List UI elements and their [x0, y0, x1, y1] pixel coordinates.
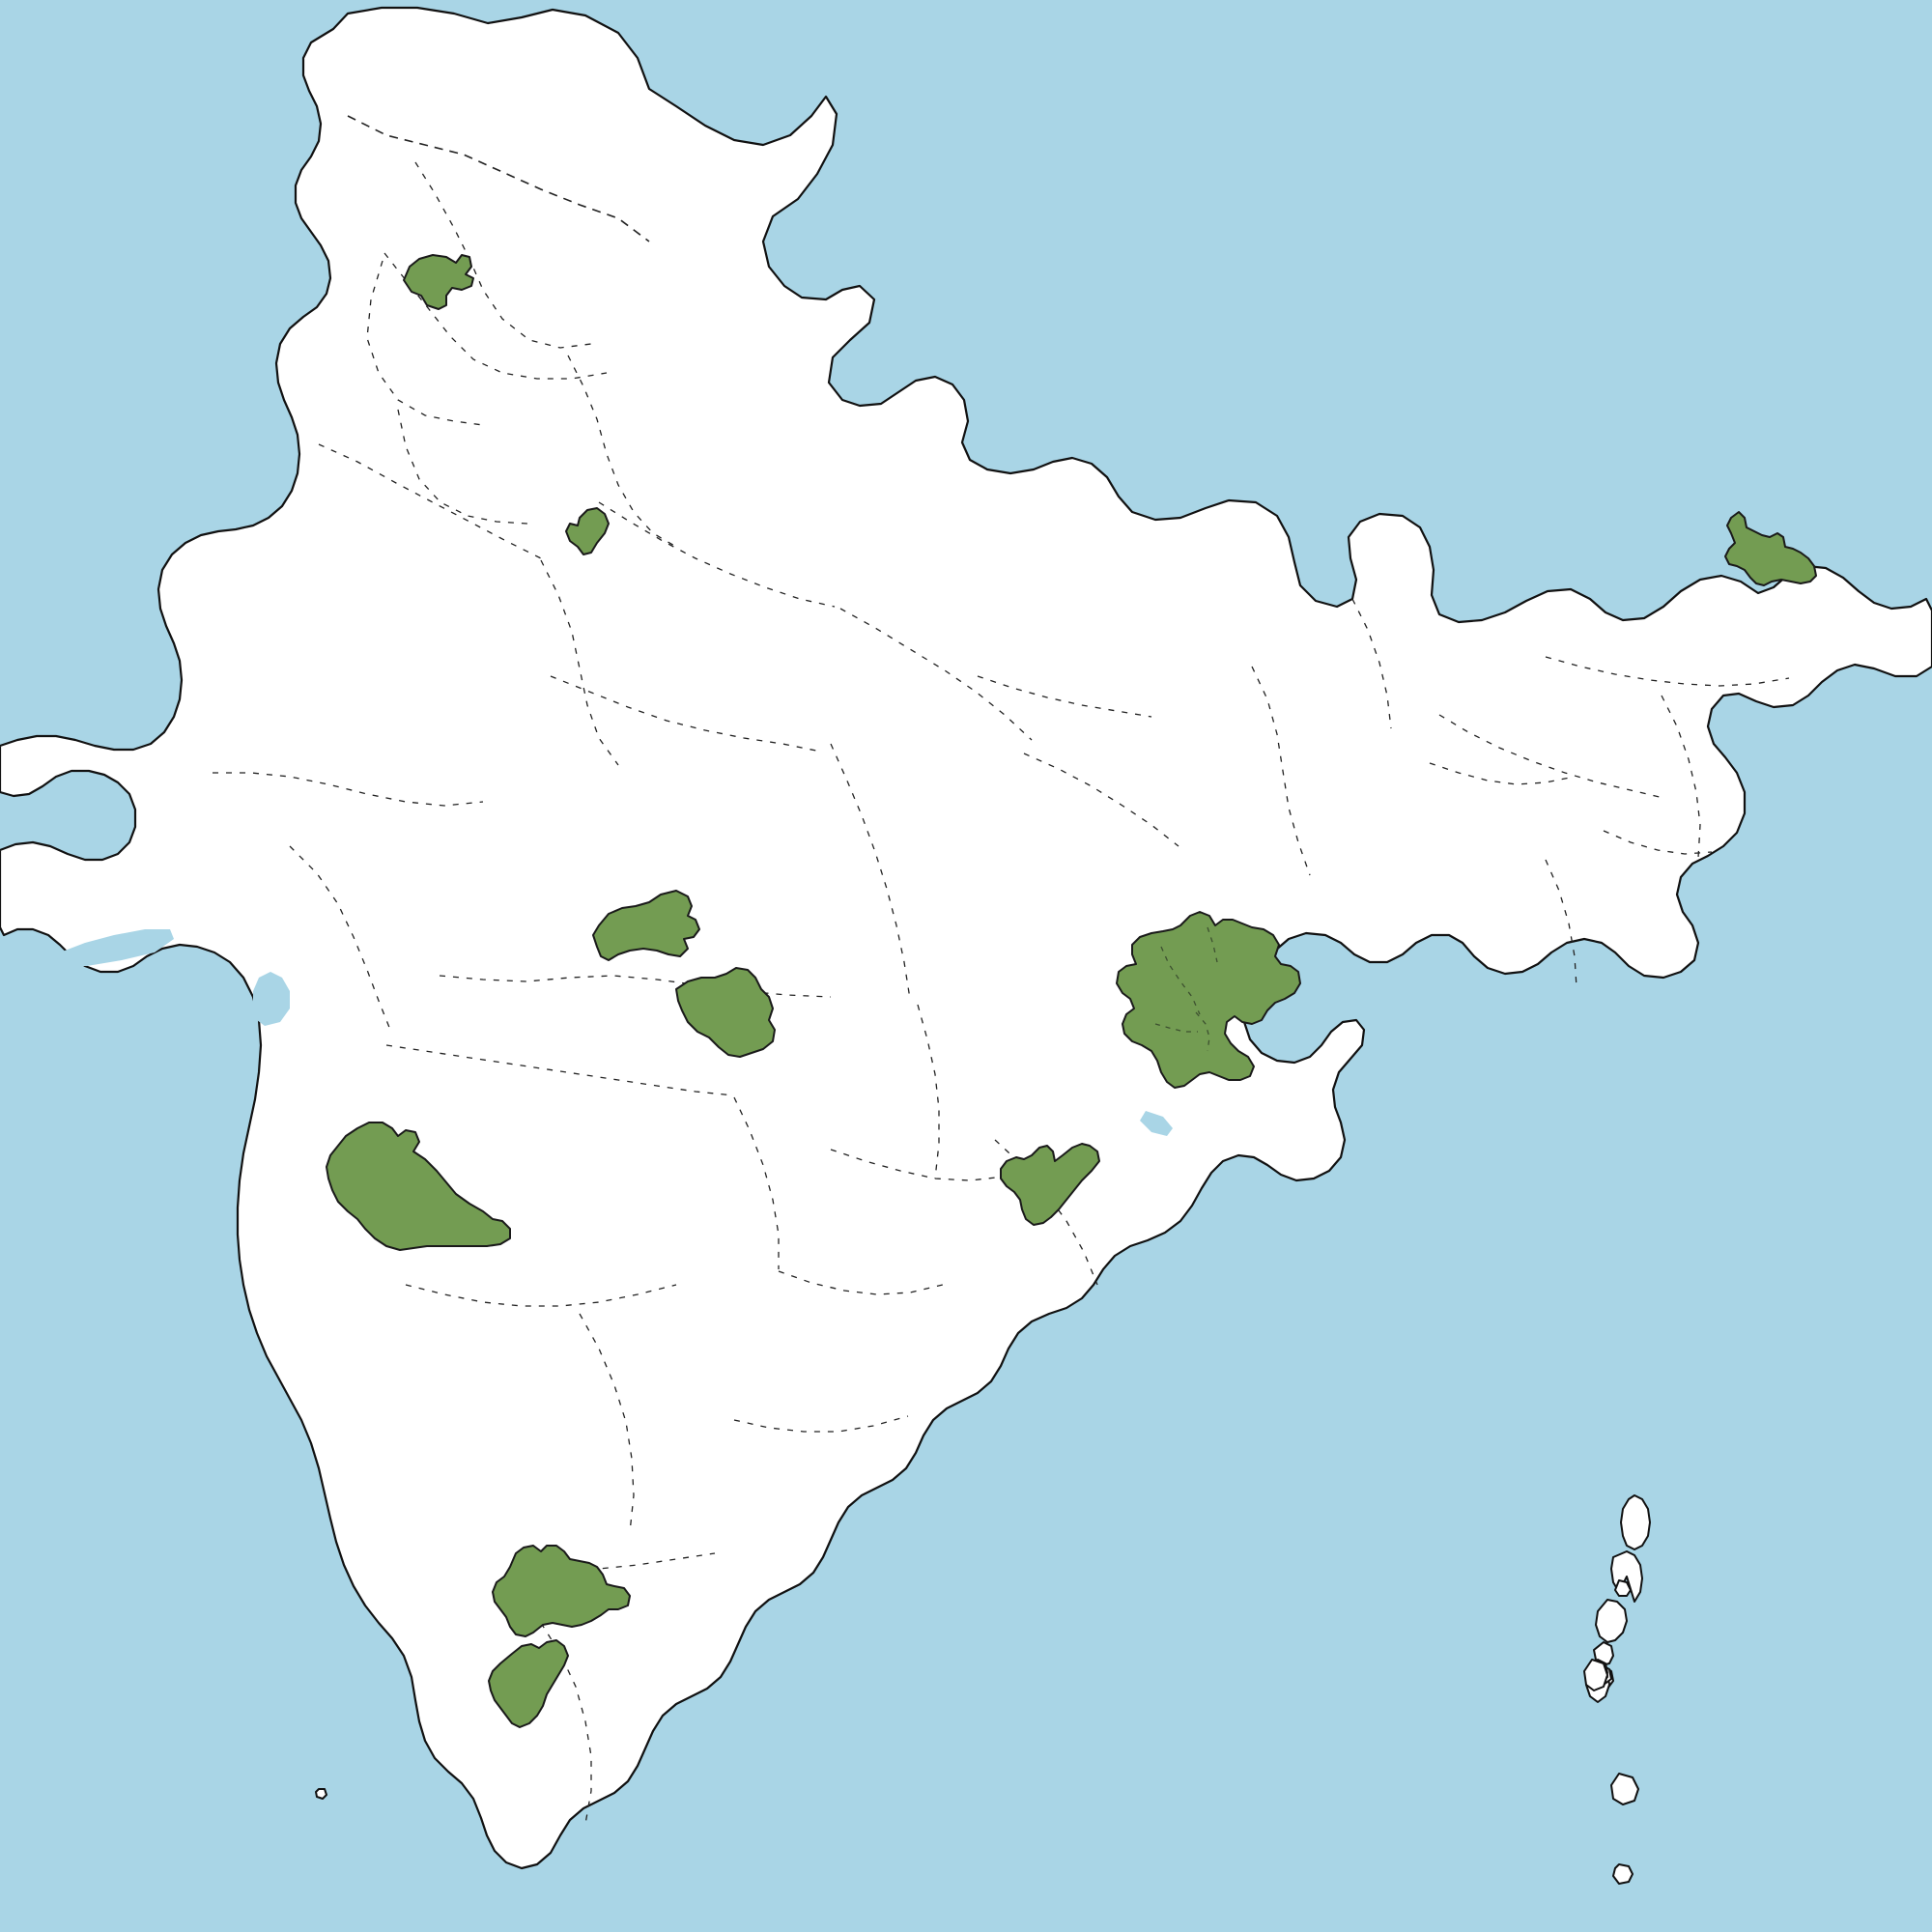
district-boundaries-group [213, 115, 1790, 1825]
boundary-kerala-tn [540, 1622, 592, 1825]
nicobar-southmost-island [1612, 1863, 1634, 1885]
boundary-up-north [598, 501, 836, 608]
highlight-odisha-internal-2 [1195, 1011, 1210, 1052]
boundary-mp-east [830, 743, 911, 1000]
boundary-rajasthan-south [213, 772, 484, 807]
lakshadweep-speck [315, 1788, 327, 1800]
boundary-karnataka-east [579, 1313, 635, 1533]
highlight-andhra-coast[interactable] [1000, 1143, 1100, 1226]
boundary-ne-nagaland [1661, 695, 1701, 859]
nicobar-island-cluster [1583, 1659, 1608, 1691]
baratang-island [1614, 1579, 1632, 1597]
highlight-central-north-mp[interactable] [592, 890, 700, 961]
boundary-chhattisgarh-south [830, 1149, 1006, 1181]
highlight-north-central[interactable] [565, 507, 610, 555]
india-mainland-group [0, 6, 1932, 1870]
boundary-ne-tripura-mizoram [1545, 859, 1577, 988]
highlight-odisha-cluster[interactable] [1116, 911, 1301, 1089]
highlight-kerala[interactable] [488, 1639, 569, 1728]
andaman-nicobar-group [315, 1494, 1651, 1885]
boundary-jharkhand [1023, 753, 1179, 847]
boundary-himachal [384, 252, 608, 380]
highlight-northeast[interactable] [1724, 511, 1817, 586]
boundary-jk-internal [414, 161, 592, 349]
boundary-ne-manipur [1603, 830, 1713, 855]
highlight-maharashtra[interactable] [326, 1122, 511, 1251]
nicobar-lower-island [1610, 1773, 1639, 1805]
boundary-punjab-haryana [366, 260, 484, 426]
chilika-lake [1140, 1111, 1173, 1136]
water-inlets-group [54, 929, 1173, 1136]
highlight-odisha-internal-1 [1160, 946, 1201, 1015]
india-landmass [0, 6, 1932, 1870]
boundary-uttarakhand [567, 355, 677, 548]
boundary-gujarat-east [289, 845, 391, 1031]
boundary-ap-tn [733, 1415, 909, 1433]
boundary-maharashtra-east [733, 1096, 780, 1269]
highlighted-districts-group [326, 254, 1817, 1728]
boundary-maharashtra-south [405, 1284, 677, 1307]
south-andaman-island [1595, 1599, 1628, 1643]
boundary-ne-meghalaya [1429, 762, 1576, 785]
boundary-bihar [977, 675, 1152, 718]
boundary-rajasthan-north [318, 443, 542, 559]
highlight-karnataka[interactable] [492, 1545, 631, 1637]
gulf-of-kutch-inlet [54, 929, 174, 966]
boundary-chhattisgarh-west [917, 1004, 940, 1179]
boundary-ne-west [1351, 598, 1392, 729]
highlight-odisha-internal-3 [1154, 1023, 1198, 1033]
boundary-punjab-south [397, 409, 528, 525]
boundary-maharashtra-north [385, 1044, 735, 1096]
highlight-central-south-mp[interactable] [675, 967, 776, 1058]
boundary-wb [1251, 666, 1311, 876]
north-andaman-island [1620, 1494, 1651, 1550]
boundary-telangana [778, 1270, 944, 1295]
boundary-ne-assam-north [1545, 656, 1790, 687]
highlight-northwest-punjab[interactable] [403, 254, 474, 310]
gulf-of-khambhat-inlet [253, 972, 290, 1026]
